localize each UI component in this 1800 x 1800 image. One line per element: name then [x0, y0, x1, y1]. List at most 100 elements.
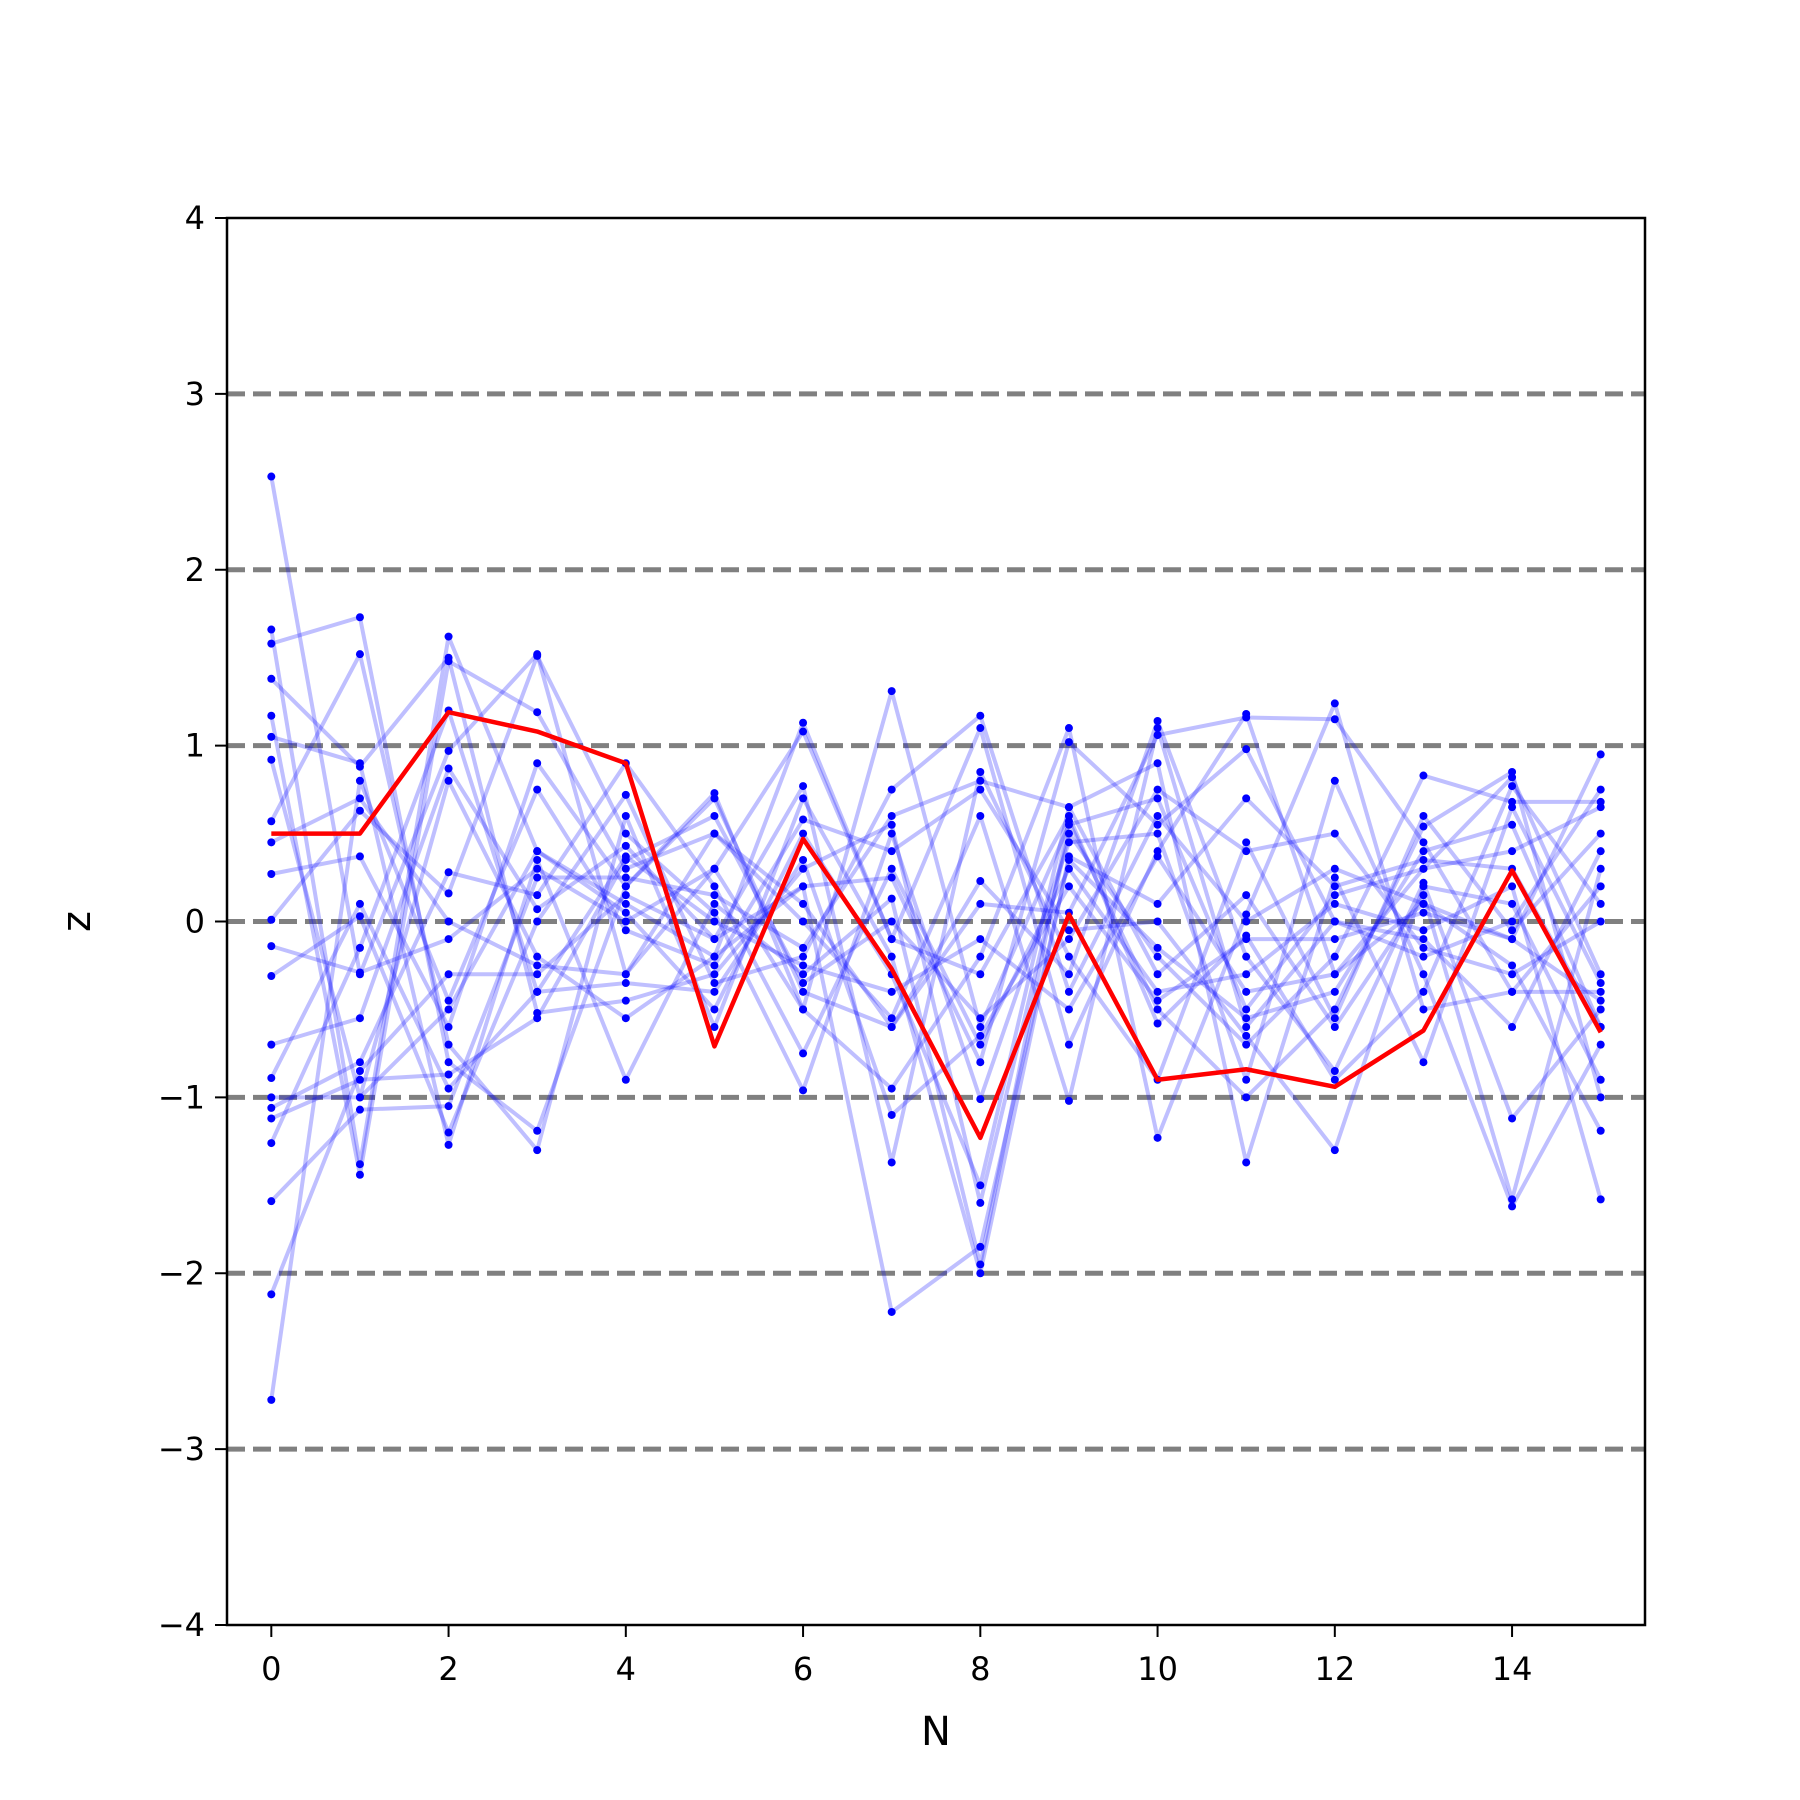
sample-point — [1064, 738, 1073, 747]
sample-point — [887, 952, 896, 961]
sample-point — [1064, 926, 1073, 935]
sample-point — [1508, 1195, 1517, 1204]
sample-point — [355, 1093, 364, 1102]
sample-point — [533, 759, 542, 768]
sample-point — [533, 1126, 542, 1135]
sample-point — [444, 776, 453, 785]
sample-point — [355, 852, 364, 861]
sample-point — [1330, 1005, 1339, 1014]
sample-point — [355, 794, 364, 803]
sample-point — [444, 935, 453, 944]
sample-point — [887, 873, 896, 882]
sample-point — [267, 1290, 276, 1299]
sample-point — [976, 1269, 985, 1278]
sample-point — [1064, 829, 1073, 838]
sample-point — [1153, 917, 1162, 926]
sample-point — [1064, 987, 1073, 996]
sample-series-line — [270, 766, 1603, 1165]
x-axis-ticks: 0 2 4 6 8 10 12 14 — [261, 1625, 1532, 1688]
sample-point — [976, 1095, 985, 1104]
sample-point — [444, 764, 453, 773]
sample-point — [887, 847, 896, 856]
sample-point — [267, 1040, 276, 1049]
sample-point — [267, 625, 276, 634]
sample-point — [444, 1140, 453, 1149]
sample-point — [710, 829, 719, 838]
sample-point — [1508, 1202, 1517, 1211]
sample-point — [976, 1181, 985, 1190]
sample-point — [1153, 996, 1162, 1005]
sample-point — [1153, 1005, 1162, 1014]
sample-point — [1596, 785, 1605, 794]
sample-point — [976, 935, 985, 944]
sample-point — [976, 1242, 985, 1251]
sample-point — [533, 651, 542, 660]
sample-point — [621, 811, 630, 820]
sample-point — [621, 829, 630, 838]
sample-point — [1242, 838, 1251, 847]
sample-point — [1330, 829, 1339, 838]
sample-point — [1508, 899, 1517, 908]
sample-point — [887, 894, 896, 903]
sample-point — [355, 1075, 364, 1084]
sample-point — [267, 838, 276, 847]
sample-point — [444, 970, 453, 979]
sample-point — [1596, 847, 1605, 856]
sample-point — [1330, 1075, 1339, 1084]
x-tick-label: 8 — [970, 1650, 990, 1688]
sample-series-line — [269, 655, 1601, 1205]
sample-point — [1596, 979, 1605, 988]
sample-point — [1242, 891, 1251, 900]
sample-point — [533, 1014, 542, 1023]
y-tick-label: −2 — [158, 1254, 205, 1292]
sample-point — [621, 979, 630, 988]
sample-point — [1064, 1040, 1073, 1049]
sample-series-line — [269, 805, 1602, 1091]
sample-point — [621, 891, 630, 900]
sample-point — [621, 841, 630, 850]
sample-point — [533, 961, 542, 970]
sample-point — [710, 811, 719, 820]
sample-point — [887, 1084, 896, 1093]
sample-point — [621, 1075, 630, 1084]
sample-point — [887, 1023, 896, 1032]
sample-point — [887, 917, 896, 926]
sample-point — [887, 829, 896, 838]
sample-point — [1330, 1146, 1339, 1155]
sample-point — [1242, 847, 1251, 856]
sample-point — [710, 864, 719, 873]
sample-point — [1419, 1058, 1428, 1067]
sample-point — [444, 996, 453, 1005]
sample-point — [1508, 1023, 1517, 1032]
sample-point — [267, 817, 276, 826]
sample-point — [444, 1070, 453, 1079]
sample-point — [976, 724, 985, 733]
sample-point — [1064, 1005, 1073, 1014]
sample-series-line — [269, 476, 1603, 1030]
sample-point — [1596, 1005, 1605, 1014]
sample-point — [1419, 847, 1428, 856]
sample-point — [710, 961, 719, 970]
sample-point — [267, 972, 276, 981]
sample-point — [976, 785, 985, 794]
sample-point — [267, 711, 276, 720]
sample-point — [1508, 847, 1517, 856]
sample-point — [1064, 864, 1073, 873]
sample-point — [533, 917, 542, 926]
sample-point — [1242, 1040, 1251, 1049]
sample-point — [1242, 987, 1251, 996]
sample-point — [267, 1093, 276, 1102]
sample-point — [976, 1260, 985, 1269]
sample-point — [1064, 838, 1073, 847]
sample-point — [976, 899, 985, 908]
sample-point — [267, 1114, 276, 1123]
sample-point — [887, 1110, 896, 1119]
sample-point — [355, 1058, 364, 1067]
sample-point — [1064, 970, 1073, 979]
sample-point — [1596, 996, 1605, 1005]
sample-point — [1419, 822, 1428, 831]
sample-point — [1330, 970, 1339, 979]
sample-point — [533, 708, 542, 717]
sample-point — [1508, 926, 1517, 935]
sample-point — [444, 868, 453, 877]
